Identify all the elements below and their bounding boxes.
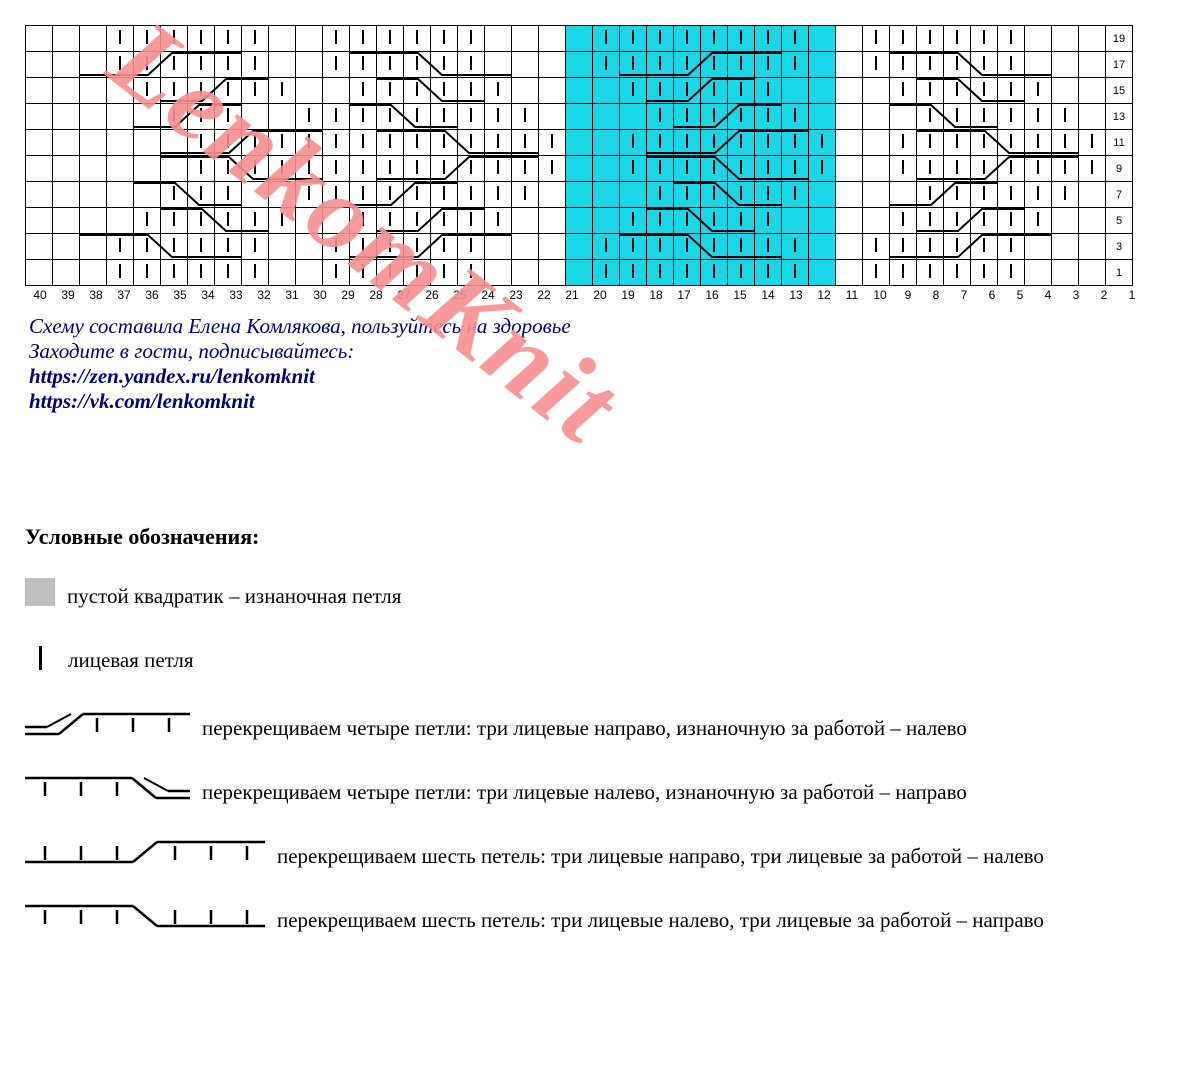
purl-square-icon bbox=[25, 578, 55, 606]
legend-item-purl: пустой квадратик – изнаночная петля bbox=[25, 578, 1175, 612]
credit-link-2[interactable]: https://vk.com/lenkomknit bbox=[29, 389, 1175, 414]
legend-text: лицевая петля bbox=[68, 642, 194, 674]
knit-bar-icon bbox=[39, 646, 42, 670]
knitting-chart: LenkomKnit 19171513119753140393837363534… bbox=[25, 25, 1175, 304]
cross6r-icon bbox=[25, 838, 265, 872]
legend-text: перекрещиваем шесть петель: три лицевые … bbox=[277, 838, 1044, 870]
cross6l-icon bbox=[25, 902, 265, 936]
credit-line-1: Схему составила Елена Комлякова, пользуй… bbox=[29, 314, 1175, 339]
credit-link-1[interactable]: https://zen.yandex.ru/lenkomknit bbox=[29, 364, 1175, 389]
legend-item-cross4l: перекрещиваем четыре петли: три лицевые … bbox=[25, 774, 1175, 808]
cross4l-icon bbox=[25, 774, 190, 808]
legend-text: перекрещиваем шесть петель: три лицевые … bbox=[277, 902, 1044, 934]
credit-line-2: Заходите в гости, подписывайтесь: bbox=[29, 339, 1175, 364]
legend-text: пустой квадратик – изнаночная петля bbox=[67, 578, 401, 610]
credits-block: Схему составила Елена Комлякова, пользуй… bbox=[29, 314, 1175, 414]
cross4r-icon bbox=[25, 710, 190, 744]
legend-item-knit: лицевая петля bbox=[25, 642, 1175, 680]
legend-item-cross6l: перекрещиваем шесть петель: три лицевые … bbox=[25, 902, 1175, 936]
legend-item-cross4r: перекрещиваем четыре петли: три лицевые … bbox=[25, 710, 1175, 744]
legend-title: Условные обозначения: bbox=[25, 524, 1175, 550]
legend-item-cross6r: перекрещиваем шесть петель: три лицевые … bbox=[25, 838, 1175, 872]
legend-text: перекрещиваем четыре петли: три лицевые … bbox=[202, 774, 967, 806]
legend-text: перекрещиваем четыре петли: три лицевые … bbox=[202, 710, 967, 742]
